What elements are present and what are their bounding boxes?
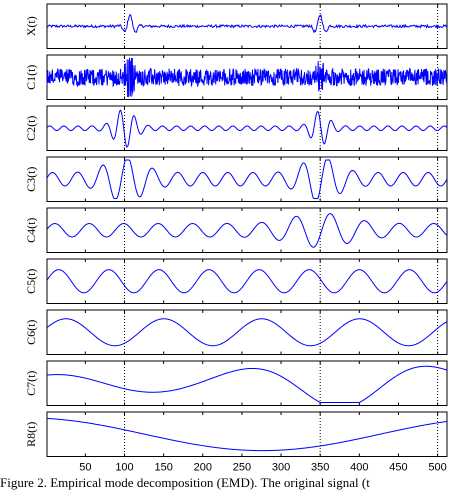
series-line xyxy=(46,365,448,403)
y-axis-label: R8(t) xyxy=(24,422,38,447)
panel-frame xyxy=(46,309,448,355)
x-tick-label: 250 xyxy=(233,462,251,474)
series-line xyxy=(46,14,448,34)
series-line xyxy=(46,109,448,148)
x-tick-label: 350 xyxy=(311,462,329,474)
series-line xyxy=(46,159,448,199)
y-axis-label: X(t) xyxy=(24,16,38,36)
x-tick-label: 300 xyxy=(272,462,290,474)
x-tick-label: 500 xyxy=(428,462,446,474)
y-axis-label: C5(t) xyxy=(24,269,38,294)
panel-frame xyxy=(46,360,448,406)
y-axis-label: C6(t) xyxy=(24,320,38,345)
panel-frame xyxy=(46,207,448,253)
y-axis-label: C1(t) xyxy=(24,65,38,90)
x-tick-label: 150 xyxy=(154,462,172,474)
emd-figure: X(t) C1(t) C2(t) C3(t) C4(t) C5(t) C6(t) C7(t) R… xyxy=(24,3,448,474)
x-tick-label: 50 xyxy=(79,462,91,474)
series-line xyxy=(46,318,448,347)
x-tick-label: 450 xyxy=(389,462,407,474)
y-axis-label: C3(t) xyxy=(24,167,38,192)
series-line xyxy=(46,57,448,97)
x-tick-label: 200 xyxy=(194,462,212,474)
y-axis-label: C2(t) xyxy=(24,116,38,141)
x-tick-label: 400 xyxy=(350,462,368,474)
x-tick-label: 100 xyxy=(115,462,133,474)
series-line xyxy=(46,269,448,294)
y-axis-label: C4(t) xyxy=(24,218,38,243)
figure-caption: Figure 2. Empirical mode decomposition (… xyxy=(0,475,370,490)
panel-frame xyxy=(46,105,448,151)
series-line xyxy=(46,213,448,248)
y-axis-label: C7(t) xyxy=(24,371,38,396)
series-line xyxy=(46,417,448,452)
